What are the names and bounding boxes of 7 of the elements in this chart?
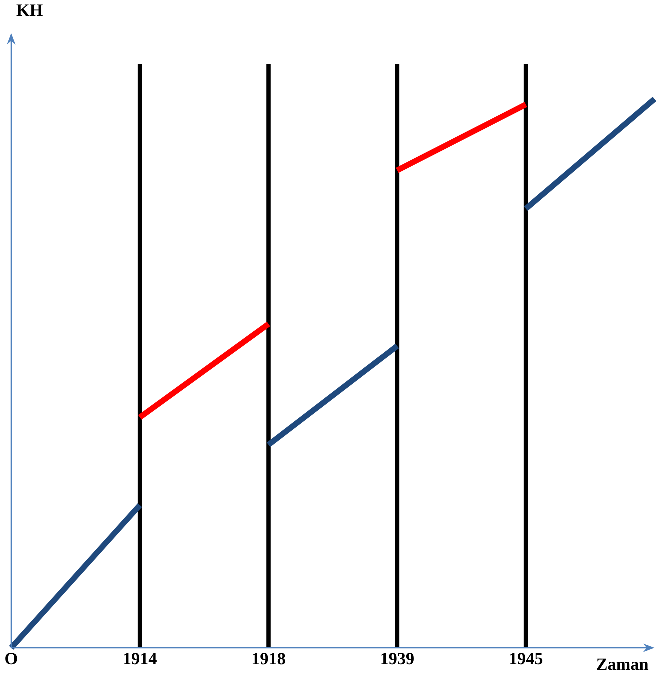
x-tick-label: 1918 (253, 653, 286, 665)
y-axis-title: KH (16, 4, 44, 16)
x-tick-label: 1945 (510, 653, 543, 665)
x-tick-label: 1939 (382, 653, 414, 665)
x-tick-label: O (6, 653, 18, 665)
x-axis-title: Zaman (597, 658, 649, 670)
x-tick-label: 1914 (124, 653, 158, 665)
